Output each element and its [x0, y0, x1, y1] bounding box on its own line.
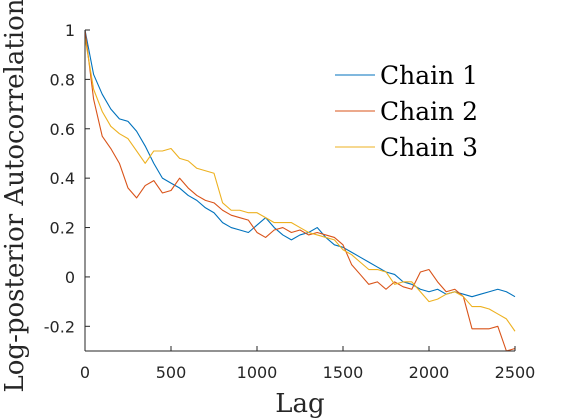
x-axis-label: Lag	[275, 389, 324, 419]
x-tick-label: 2000	[409, 363, 450, 382]
y-tick-label: 0.2	[50, 219, 75, 238]
x-tick-label: 0	[80, 363, 90, 382]
y-tick-label: 1	[65, 21, 75, 40]
tick-labels: 0 500 1000 1500 2000 2500 -0.2 0 0.2 0.4 0.6 0.8 1	[44, 21, 536, 382]
y-tick-label: -0.2	[44, 317, 75, 336]
y-tick-label: 0.4	[50, 169, 75, 188]
y-axis-label: Log-posterior Autocorrelation	[0, 0, 30, 392]
legend-label-chain-2: Chain 2	[380, 97, 478, 126]
series-line-chain-3	[84, 37, 516, 332]
y-tick-label: 0.6	[50, 120, 75, 139]
legend: Chain 1 Chain 2 Chain 3	[335, 61, 478, 162]
x-tick-label: 500	[156, 363, 187, 382]
x-tick-label: 1500	[323, 363, 364, 382]
legend-label-chain-3: Chain 3	[380, 133, 478, 162]
y-tick-label: 0	[65, 268, 75, 287]
x-tick-label: 2500	[495, 363, 536, 382]
y-tick-label: 0.8	[50, 70, 75, 89]
series-line-chain-2	[84, 29, 516, 352]
plot-area	[84, 29, 516, 352]
series-line-chain-1	[84, 29, 516, 298]
legend-label-chain-1: Chain 1	[380, 61, 478, 90]
axes	[84, 30, 515, 352]
tick-marks	[84, 29, 516, 351]
x-tick-label: 1000	[237, 363, 278, 382]
